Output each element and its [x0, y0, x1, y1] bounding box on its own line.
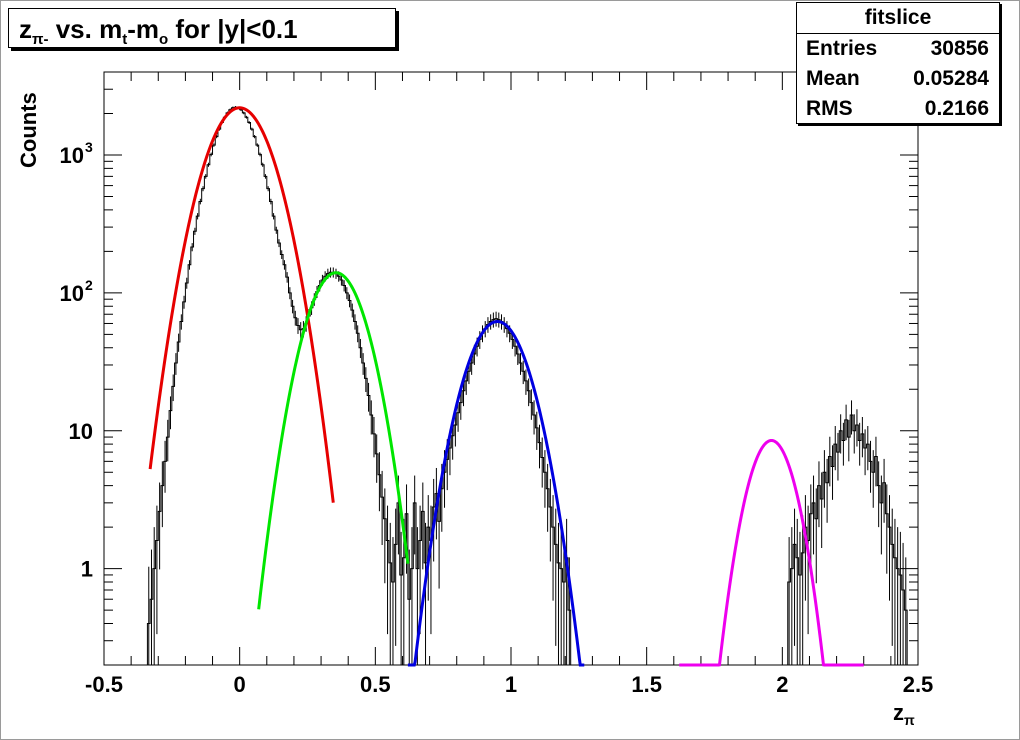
- x-tick-label: 0: [234, 672, 246, 697]
- y-tick-exponent: 3: [85, 139, 93, 155]
- stats-box: fitslice Entries 30856 Mean 0.05284 RMS …: [796, 2, 1000, 124]
- fit-curve-3: [407, 320, 585, 667]
- histogram-line: [104, 106, 918, 666]
- y-tick-label: 10: [60, 281, 84, 306]
- stats-key: Entries: [806, 37, 878, 60]
- stats-value: 0.05284: [913, 67, 989, 90]
- fit-curves: [148, 106, 864, 667]
- x-tick-label: 2: [776, 672, 788, 697]
- x-tick-label: 1: [505, 672, 517, 697]
- y-tick-label: 10: [69, 419, 93, 444]
- y-axis-label: Counts: [16, 92, 41, 168]
- stats-value: 0.2166: [924, 97, 989, 120]
- y-tick-exponent: 2: [85, 277, 93, 293]
- fit-curve-2: [257, 271, 410, 610]
- stats-row-entries: Entries 30856: [797, 34, 999, 64]
- fit-curve-4: [679, 438, 864, 667]
- x-tick-label: 2.5: [903, 672, 934, 697]
- plot-frame: [103, 71, 919, 666]
- chart-title: zπ- vs. mt-mo for |y|<0.1: [8, 8, 396, 48]
- stats-row-rms: RMS 0.2166: [797, 94, 999, 124]
- stats-key: RMS: [806, 97, 853, 120]
- y-tick-label: 1: [81, 557, 93, 582]
- x-tick-label: 0.5: [360, 672, 391, 697]
- stats-title: fitslice: [797, 3, 999, 34]
- fit-curve-1: [148, 106, 335, 503]
- stats-value: 30856: [930, 37, 989, 60]
- x-tick-label: 1.5: [631, 672, 662, 697]
- stats-key: Mean: [806, 67, 860, 90]
- x-tick-label: -0.5: [85, 672, 123, 697]
- histogram: [104, 105, 918, 666]
- y-tick-label: 10: [60, 143, 84, 168]
- x-axis-label: zπ: [893, 700, 915, 728]
- stats-row-mean: Mean 0.05284: [797, 64, 999, 94]
- axes: [103, 71, 919, 666]
